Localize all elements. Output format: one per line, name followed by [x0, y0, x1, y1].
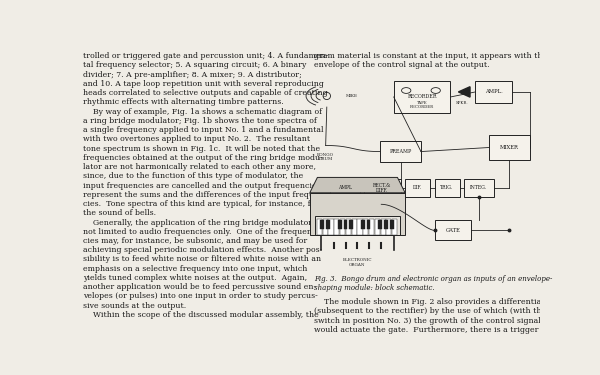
Text: ELECTRONIC
ORGAN: ELECTRONIC ORGAN — [343, 258, 372, 267]
Text: BONGO
DRUM: BONGO DRUM — [317, 153, 334, 161]
Text: TAPE
RECORDER: TAPE RECORDER — [410, 100, 434, 109]
Bar — [475, 81, 512, 103]
Text: RECT.&
DIFF.: RECT.& DIFF. — [373, 183, 392, 194]
Text: divider; 7. A pre-amplifier; 8. A mixer; 9. A distributor;: divider; 7. A pre-amplifier; 8. A mixer;… — [83, 71, 302, 79]
Text: (subsequent to the rectifier) by the use of which (with the: (subsequent to the rectifier) by the use… — [314, 308, 547, 315]
Bar — [361, 220, 365, 229]
Bar — [380, 141, 421, 162]
Text: switch in position No. 3) the growth of the control signal: switch in position No. 3) the growth of … — [314, 317, 541, 325]
Text: and 10. A tape loop repetition unit with several reproducing: and 10. A tape loop repetition unit with… — [83, 80, 324, 88]
Bar — [334, 219, 340, 235]
Text: tone spectrum is shown in Fig. 1c.  It will be noted that the: tone spectrum is shown in Fig. 1c. It wi… — [83, 145, 320, 153]
Text: since, due to the function of this type of modulator, the: since, due to the function of this type … — [83, 172, 304, 180]
Bar — [358, 219, 362, 235]
Text: velopes (or pulses) into one input in order to study percus-: velopes (or pulses) into one input in or… — [83, 292, 318, 300]
Text: sive sounds at the output.: sive sounds at the output. — [83, 302, 187, 310]
Text: RECORDER: RECORDER — [407, 94, 437, 99]
Text: cies may, for instance, be subsonic, and may be used for: cies may, for instance, be subsonic, and… — [83, 237, 308, 245]
Bar — [328, 219, 334, 235]
Text: rhythmic effects with alternating timbre patterns.: rhythmic effects with alternating timbre… — [83, 98, 284, 106]
Text: a ring bridge modulator; Fig. 1b shows the tone spectra of: a ring bridge modulator; Fig. 1b shows t… — [83, 117, 317, 125]
Text: Within the scope of the discussed modular assembly, the: Within the scope of the discussed modula… — [83, 311, 319, 319]
Text: another application would be to feed percussive sound en-: another application would be to feed per… — [83, 283, 316, 291]
Bar — [390, 220, 394, 229]
Bar — [363, 219, 368, 235]
Bar — [323, 219, 328, 235]
Text: envelope of the control signal at the output.: envelope of the control signal at the ou… — [314, 62, 490, 69]
Bar — [464, 179, 494, 197]
Bar — [317, 219, 322, 235]
Text: TRIG.: TRIG. — [440, 185, 454, 190]
Text: trolled or triggered gate and percussion unit; 4. A fundamen-: trolled or triggered gate and percussion… — [83, 52, 329, 60]
Text: Fig. 3.  Bongo drum and electronic organ as inputs of an envelope-
shaping modul: Fig. 3. Bongo drum and electronic organ … — [314, 274, 553, 292]
Text: is actuated through the differentiator because of the: is actuated through the differentiator b… — [314, 354, 526, 362]
Bar — [369, 219, 374, 235]
Bar — [364, 179, 401, 197]
Text: cuit following the differentiator and finally an integrator: cuit following the differentiator and fi… — [314, 335, 541, 343]
Text: represent the sums and the differences of the input frequen-: represent the sums and the differences o… — [83, 191, 327, 199]
Text: Generally, the application of the ring bridge modulator is: Generally, the application of the ring b… — [83, 219, 322, 226]
Bar — [346, 219, 351, 235]
Bar — [386, 219, 391, 235]
Bar — [340, 219, 345, 235]
Text: achieving special periodic modulation effects.  Another pos-: achieving special periodic modulation ef… — [83, 246, 323, 254]
Bar — [338, 220, 341, 229]
Text: which receives pulses from the trigger circuit, which, in turn,: which receives pulses from the trigger c… — [314, 344, 562, 352]
Text: AMPL.: AMPL. — [485, 89, 502, 94]
Text: cies.  Tone spectra of this kind are typical, for instance, for: cies. Tone spectra of this kind are typi… — [83, 200, 319, 208]
Text: yields tuned complex white noises at the output.  Again,: yields tuned complex white noises at the… — [83, 274, 307, 282]
Text: gram material is constant at the input, it appears with the: gram material is constant at the input, … — [314, 52, 548, 60]
Text: would actuate the gate.  Furthermore, there is a trigger cir-: would actuate the gate. Furthermore, the… — [314, 326, 555, 334]
Bar — [394, 81, 451, 113]
Bar — [380, 219, 386, 235]
Bar — [314, 216, 400, 235]
Text: emphasis on a selective frequency into one input, which: emphasis on a selective frequency into o… — [83, 265, 308, 273]
Text: input frequencies are cancelled and the output frequencies: input frequencies are cancelled and the … — [83, 182, 321, 190]
Text: sibility is to feed white noise or filtered white noise with an: sibility is to feed white noise or filte… — [83, 255, 322, 264]
Bar — [434, 179, 460, 197]
Text: a single frequency applied to input No. 1 and a fundamental: a single frequency applied to input No. … — [83, 126, 324, 134]
Text: INTEG.: INTEG. — [470, 185, 487, 190]
Text: frequencies obtained at the output of the ring bridge modu-: frequencies obtained at the output of th… — [83, 154, 323, 162]
Bar — [330, 179, 359, 197]
Text: By way of example, Fig. 1a shows a schematic diagram of: By way of example, Fig. 1a shows a schem… — [83, 108, 322, 116]
Text: lator are not harmonically related to each other any more,: lator are not harmonically related to ea… — [83, 163, 316, 171]
Bar — [405, 179, 430, 197]
Text: AMPL: AMPL — [338, 185, 352, 190]
Polygon shape — [458, 87, 470, 97]
Text: MIXER: MIXER — [500, 145, 519, 150]
Bar — [349, 220, 353, 229]
Text: PREAMP: PREAMP — [389, 149, 412, 154]
Bar — [352, 219, 357, 235]
Polygon shape — [310, 177, 405, 193]
Text: SPKR.: SPKR. — [455, 101, 468, 105]
Text: MIKE: MIKE — [346, 94, 358, 98]
Bar — [310, 193, 405, 235]
Text: with two overtones applied to input No. 2.  The resultant: with two overtones applied to input No. … — [83, 135, 310, 143]
Bar — [384, 220, 388, 229]
Text: tal frequency selector; 5. A squaring circuit; 6. A binary: tal frequency selector; 5. A squaring ci… — [83, 62, 307, 69]
Bar — [434, 220, 471, 240]
Text: heads correlated to selective outputs and capable of creating: heads correlated to selective outputs an… — [83, 89, 328, 97]
Bar — [344, 220, 347, 229]
Bar — [489, 135, 530, 160]
Text: the sound of bells.: the sound of bells. — [83, 209, 157, 217]
Text: not limited to audio frequencies only.  One of the frequen-: not limited to audio frequencies only. O… — [83, 228, 315, 236]
Text: DIF.: DIF. — [413, 185, 422, 190]
Bar — [392, 219, 397, 235]
Bar — [367, 220, 370, 229]
Bar — [326, 220, 330, 229]
Bar — [375, 219, 380, 235]
Text: The module shown in Fig. 2 also provides a differentiator: The module shown in Fig. 2 also provides… — [314, 298, 553, 306]
Bar — [378, 220, 382, 229]
Text: GATE: GATE — [445, 228, 460, 233]
Bar — [320, 220, 324, 229]
